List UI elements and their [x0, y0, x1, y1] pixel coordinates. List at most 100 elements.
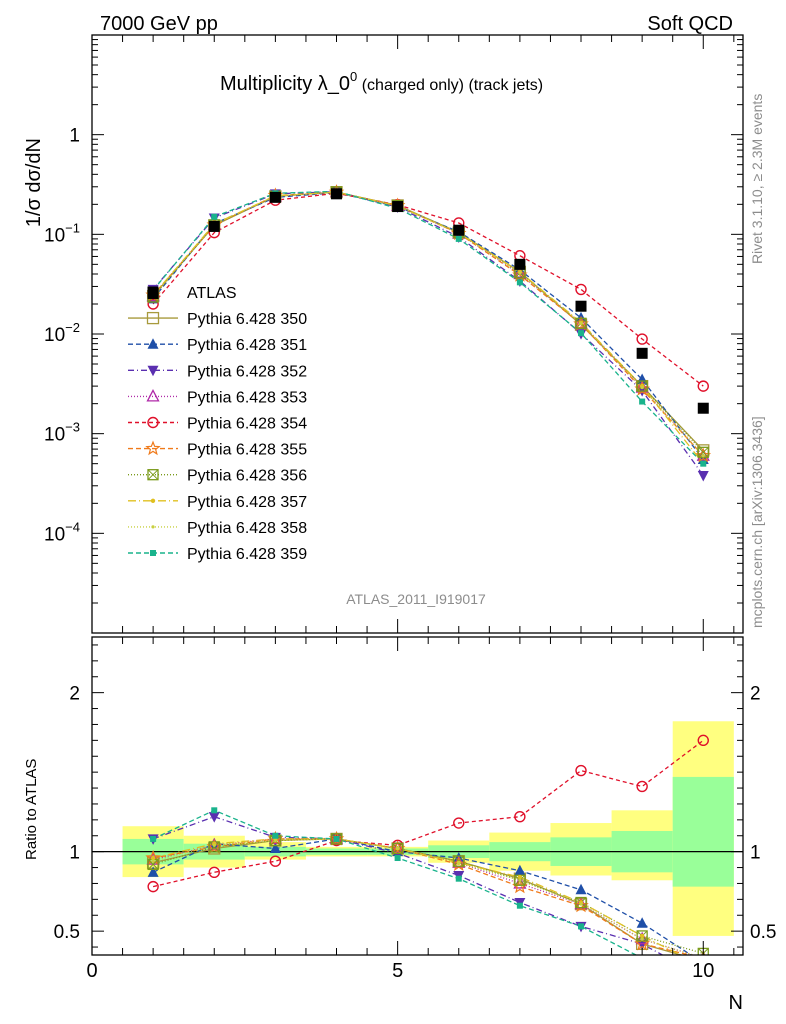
ratio-point-358-9 [640, 937, 644, 941]
legend-entry-355: Pythia 6.428 355 [128, 440, 307, 459]
ratio-y-tick-label-left: 2 [69, 684, 80, 705]
ratio-point-359-3 [272, 832, 279, 839]
ratio-point-352-2 [208, 812, 220, 823]
main-title-sup: 0 [350, 69, 357, 84]
ratio-point-351-3 [269, 842, 281, 853]
data-point-2 [208, 220, 220, 232]
main-y-tick-label: 1 [69, 126, 80, 147]
legend-entry-359: Pythia 6.428 359 [128, 546, 307, 563]
ratio-point-358-1 [151, 859, 155, 863]
x-tick-label: 0 [86, 960, 97, 982]
ratio-point-355-9 [634, 935, 650, 951]
ratio-y-label: Ratio to ATLAS [23, 759, 40, 860]
main-point-359-6 [455, 235, 462, 242]
main-point-358-7 [518, 271, 522, 275]
ratio-point-359-1 [150, 835, 157, 842]
legend-entry-354: Pythia 6.428 354 [128, 416, 307, 433]
legend-label: Pythia 6.428 359 [187, 546, 307, 563]
ratio-point-359-2 [211, 807, 218, 814]
main-line-352 [152, 191, 704, 476]
ratio-line-359 [152, 809, 638, 955]
main-y-tick-label: 10−3 [44, 420, 80, 446]
main-title: Multiplicity λ_00 (charged only) (track … [220, 69, 543, 95]
ratio-y-tick-label-left: 1 [69, 843, 80, 864]
main-line-359 [152, 190, 704, 465]
main-point-359-10 [700, 460, 707, 467]
main-point-359-7 [516, 279, 523, 286]
main-y-label: 1/σ dσ/dN [23, 138, 45, 227]
analysis-watermark: ATLAS_2011_I919017 [346, 591, 486, 607]
ratio-y-tick-label-right: 2 [750, 684, 761, 705]
ratio-point-359-6 [455, 875, 462, 882]
main-point-359-9 [639, 398, 646, 405]
ratio-point-351-8 [575, 883, 587, 895]
main-point-358-8 [579, 321, 583, 325]
legend: ATLAS Pythia 6.428 350 Pythia 6.428 351 Pyt… [128, 285, 307, 563]
mcplots-label: mcplots.cern.ch [arXiv:1306.3436] [749, 416, 765, 628]
main-line-355 [152, 191, 704, 457]
main-line-354 [152, 192, 704, 387]
data-point-10 [697, 402, 709, 414]
ratio-point-354-2 [208, 866, 220, 879]
main-line-358 [152, 191, 704, 457]
ratio-point-359-8 [578, 923, 585, 930]
legend-entry-356: Pythia 6.428 356 [128, 468, 307, 485]
ratio-point-359-7 [516, 902, 523, 909]
main-y-tick-label: 10−2 [44, 320, 80, 346]
main-point-352-10 [697, 471, 709, 482]
data-point-5 [392, 201, 404, 213]
x-axis-label: N [729, 992, 743, 1014]
band-inner-10 [672, 776, 734, 887]
main-point-354-8 [575, 283, 587, 296]
ratio-point-351-7 [514, 864, 526, 876]
uncertainty-bands [92, 721, 743, 936]
ratio-point-358-5 [396, 846, 400, 851]
axis-ticks: 1 10−1 10−2 10−3 10−4 0.5 0.5 1 1 2 2 0 5 10 [44, 34, 776, 982]
ratio-markers [145, 734, 709, 961]
legend-label: Pythia 6.428 358 [187, 520, 307, 537]
ratio-line-352 [152, 816, 664, 955]
data-point-7 [514, 258, 526, 270]
data-point-9 [636, 347, 648, 359]
data-point-8 [575, 300, 587, 312]
ratio-line-354 [152, 739, 704, 888]
main-y-tick-label: 10−4 [44, 519, 80, 545]
main-title-text: Multiplicity λ_0 [220, 73, 350, 95]
ratio-line-358 [152, 838, 696, 955]
main-point-354-10 [697, 380, 709, 392]
data-point-6 [453, 224, 465, 236]
legend-entry-357: Pythia 6.428 357 [128, 494, 307, 511]
ratio-y-tick-label-left: 0.5 [54, 922, 80, 943]
main-point-354-1 [147, 298, 159, 310]
ratio-point-358-6 [457, 861, 461, 865]
legend-entry-351: Pythia 6.428 351 [128, 337, 307, 354]
series-lines [152, 190, 704, 955]
legend-label: Pythia 6.428 357 [187, 494, 307, 511]
main-point-354-9 [636, 333, 648, 345]
ratio-point-351-9 [636, 917, 648, 928]
ratio-point-354-6 [453, 817, 465, 829]
main-point-359-2 [211, 213, 218, 220]
data-point-4 [331, 188, 343, 200]
ratio-point-354-3 [269, 855, 282, 867]
ratio-point-354-8 [575, 764, 587, 777]
ratio-point-358-3 [273, 838, 277, 843]
legend-label: Pythia 6.428 356 [187, 468, 307, 485]
main-point-358-10 [701, 454, 705, 458]
legend-label: Pythia 6.428 351 [187, 337, 307, 354]
main-title-tail: (charged only) (track jets) [357, 77, 543, 94]
ratio-point-351-1 [147, 866, 159, 877]
ratio-point-357-9 [639, 933, 645, 939]
ratio-panel-frame [91, 636, 744, 956]
legend-label: Pythia 6.428 355 [187, 442, 307, 459]
ratio-point-359-9 [639, 955, 645, 961]
x-tick-label: 10 [692, 960, 714, 982]
ratio-point-358-7 [518, 878, 522, 882]
legend-entry-358: Pythia 6.428 358 [128, 520, 307, 537]
legend-entry-350: Pythia 6.428 350 [128, 311, 307, 328]
legend-label: Pythia 6.428 350 [187, 311, 307, 328]
ratio-point-354-10 [697, 734, 709, 747]
ratio-lines [152, 739, 704, 955]
legend-entry-data: ATLAS [147, 285, 237, 302]
main-point-358-9 [640, 385, 644, 390]
